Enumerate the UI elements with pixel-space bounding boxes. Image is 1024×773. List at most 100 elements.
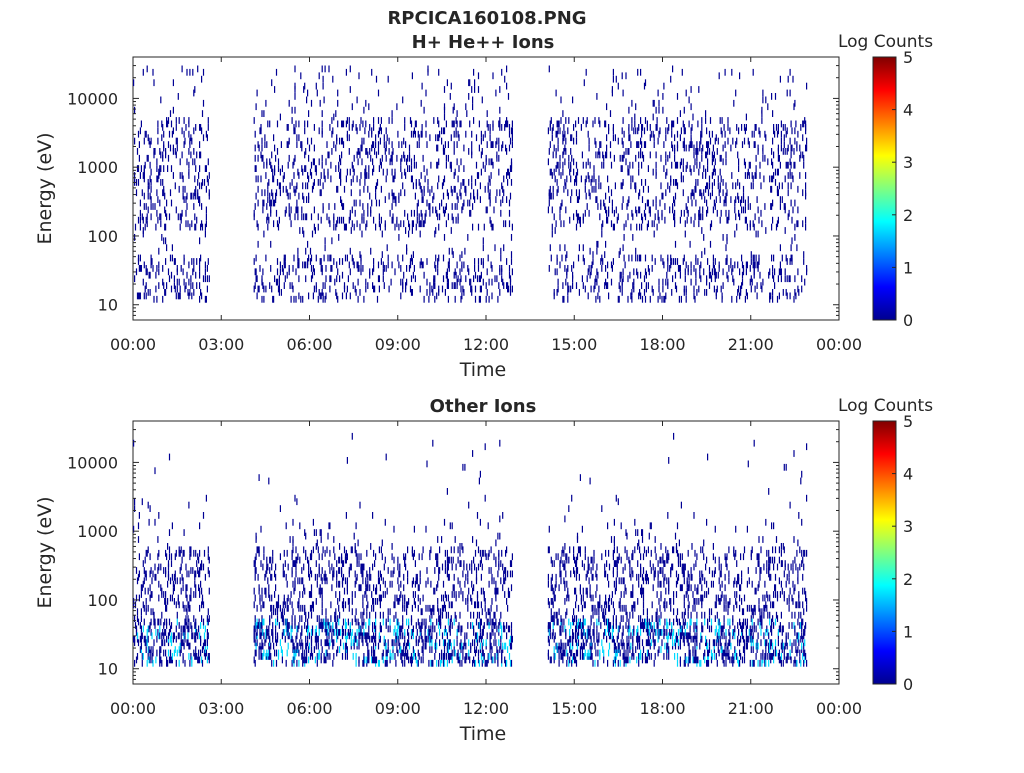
count-cell bbox=[159, 632, 160, 639]
count-cell bbox=[476, 540, 477, 547]
count-cell bbox=[478, 258, 479, 265]
count-cell bbox=[170, 650, 171, 657]
count-cell bbox=[500, 255, 501, 262]
count-cell bbox=[288, 595, 289, 602]
count-cell bbox=[425, 643, 426, 650]
count-cell bbox=[691, 141, 692, 148]
count-cell bbox=[702, 145, 703, 152]
count-cell bbox=[141, 626, 142, 633]
count-cell bbox=[623, 141, 624, 148]
count-cell bbox=[806, 138, 807, 145]
count-cell bbox=[728, 265, 729, 272]
count-cell bbox=[428, 296, 429, 303]
count-cell bbox=[466, 564, 467, 571]
count-cell bbox=[512, 286, 513, 293]
count-cell bbox=[602, 258, 603, 265]
count-cell bbox=[749, 172, 750, 179]
count-cell bbox=[278, 601, 279, 608]
count-cell bbox=[481, 131, 482, 138]
count-cell bbox=[395, 196, 396, 203]
count-cell bbox=[194, 86, 195, 93]
count-cell bbox=[322, 646, 323, 653]
count-cell bbox=[171, 632, 172, 639]
count-cell bbox=[382, 155, 383, 162]
count-cell bbox=[750, 220, 751, 227]
count-cell bbox=[135, 601, 136, 608]
count-cell bbox=[363, 186, 364, 193]
count-cell bbox=[468, 93, 469, 100]
count-cell bbox=[630, 182, 631, 189]
colorbar-tick-label: 4 bbox=[903, 101, 913, 120]
count-cell bbox=[143, 626, 144, 633]
count-cell bbox=[322, 265, 323, 272]
count-cell bbox=[142, 498, 143, 505]
count-cell bbox=[587, 117, 588, 124]
count-cell bbox=[718, 176, 719, 183]
count-cell bbox=[362, 639, 363, 646]
count-cell bbox=[631, 117, 632, 124]
count-cell bbox=[624, 152, 625, 159]
count-cell bbox=[701, 193, 702, 200]
count-cell bbox=[550, 141, 551, 148]
count-cell bbox=[444, 234, 445, 241]
count-cell bbox=[360, 265, 361, 272]
count-cell bbox=[386, 176, 387, 183]
count-cell bbox=[326, 213, 327, 220]
count-cell bbox=[698, 286, 699, 293]
count-cell bbox=[188, 162, 189, 169]
count-cell bbox=[350, 622, 351, 629]
count-cell bbox=[348, 275, 349, 282]
count-cell bbox=[294, 127, 295, 134]
count-cell bbox=[203, 512, 204, 519]
count-cell bbox=[273, 296, 274, 303]
count-cell bbox=[446, 653, 447, 660]
count-cell bbox=[169, 454, 170, 461]
count-cell bbox=[607, 217, 608, 224]
count-cell bbox=[583, 117, 584, 124]
count-cell bbox=[715, 258, 716, 265]
count-cell bbox=[359, 200, 360, 207]
count-cell bbox=[297, 553, 298, 560]
count-cell bbox=[263, 286, 264, 293]
count-cell bbox=[597, 272, 598, 279]
count-cell bbox=[443, 193, 444, 200]
count-cell bbox=[660, 255, 661, 262]
count-cell bbox=[384, 265, 385, 272]
count-cell bbox=[263, 296, 264, 303]
count-cell bbox=[484, 622, 485, 629]
count-cell bbox=[800, 124, 801, 131]
count-cell bbox=[622, 72, 623, 79]
count-cell bbox=[665, 293, 666, 300]
count-cell bbox=[346, 512, 347, 519]
count-cell bbox=[650, 296, 651, 303]
count-cell bbox=[482, 608, 483, 615]
count-cell bbox=[270, 241, 271, 248]
count-cell bbox=[150, 505, 151, 512]
count-cell bbox=[599, 121, 600, 128]
count-cell bbox=[747, 224, 748, 231]
count-cell bbox=[695, 255, 696, 262]
count-cell bbox=[378, 262, 379, 269]
count-cell bbox=[195, 165, 196, 172]
count-cell bbox=[266, 158, 267, 165]
count-cell bbox=[659, 293, 660, 300]
count-cell bbox=[287, 650, 288, 657]
count-cell bbox=[725, 152, 726, 159]
count-cell bbox=[450, 522, 451, 529]
count-cell bbox=[736, 124, 737, 131]
count-cell bbox=[584, 258, 585, 265]
count-cell bbox=[171, 622, 172, 629]
count-cell bbox=[648, 200, 649, 207]
count-cell bbox=[751, 258, 752, 265]
count-cell bbox=[395, 660, 396, 667]
count-cell bbox=[209, 615, 210, 622]
count-cell bbox=[155, 657, 156, 664]
count-cell bbox=[466, 653, 467, 660]
count-cell bbox=[680, 217, 681, 224]
count-cell bbox=[261, 588, 262, 595]
count-cell bbox=[152, 203, 153, 210]
count-cell bbox=[628, 148, 629, 155]
count-cell bbox=[586, 193, 587, 200]
count-cell bbox=[419, 134, 420, 141]
count-cell bbox=[134, 636, 135, 643]
